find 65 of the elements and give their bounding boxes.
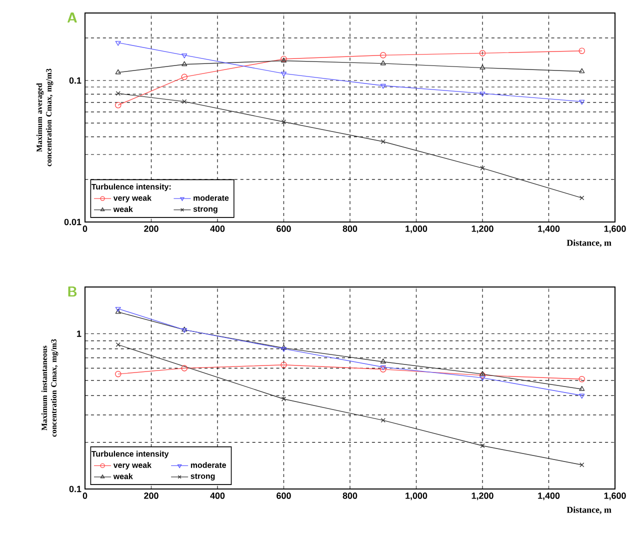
point	[579, 394, 585, 399]
point	[181, 365, 188, 372]
x-tick-label: 600	[276, 226, 291, 232]
y-tick-label: 0.01	[64, 218, 82, 226]
x-tick-label: 0	[82, 226, 88, 232]
x-tick-label: 200	[144, 492, 158, 499]
x-tick-label: 800	[342, 492, 358, 499]
point	[115, 69, 121, 74]
point	[480, 443, 485, 448]
point	[281, 396, 286, 402]
x-tick-label: 1,000	[406, 492, 428, 500]
chart-title: B	[68, 286, 77, 297]
point	[480, 64, 486, 70]
x-tick-label: 200	[144, 226, 158, 232]
point	[479, 372, 486, 378]
point	[380, 52, 386, 58]
point	[579, 386, 585, 391]
y-tick-label: 0.1	[69, 486, 82, 492]
point	[480, 370, 486, 376]
point	[480, 166, 485, 171]
point	[181, 74, 188, 80]
point	[380, 60, 386, 66]
x-tick-label: 600	[276, 492, 291, 499]
x-tick-label: 1,600	[604, 492, 626, 500]
x-tick-label: 400	[210, 492, 225, 499]
point	[280, 344, 287, 350]
chart-title: A	[68, 12, 77, 22]
point	[380, 358, 386, 364]
point	[280, 347, 287, 352]
x-tick-label: 1,600	[604, 226, 626, 234]
point	[480, 376, 486, 381]
x-tick-label: 800	[342, 226, 358, 232]
x-axis-title: Distance, m	[566, 506, 612, 514]
x-tick-label: 1,200	[472, 492, 494, 500]
point	[578, 376, 586, 382]
y-tick-label: 0.1	[69, 77, 82, 84]
point	[579, 100, 585, 105]
point	[380, 139, 386, 144]
point	[116, 91, 120, 96]
x-axis-title: Distance, m	[566, 240, 612, 248]
point	[116, 342, 120, 348]
point	[578, 48, 586, 54]
point	[114, 102, 122, 108]
x-tick-label: 1,200	[472, 226, 494, 234]
point	[280, 362, 287, 368]
point	[580, 462, 584, 468]
x-tick-label: 1,400	[538, 492, 560, 500]
point	[114, 370, 122, 378]
x-tick-label: 0	[82, 492, 88, 499]
point	[182, 53, 188, 58]
point	[380, 418, 386, 423]
point	[182, 99, 187, 104]
point	[182, 61, 188, 66]
point	[281, 120, 286, 124]
point	[480, 92, 486, 97]
point	[115, 40, 121, 46]
point	[479, 50, 486, 56]
x-tick-label: 400	[210, 226, 225, 232]
y-tick-label: 1	[77, 330, 82, 337]
point	[380, 84, 386, 89]
point	[579, 68, 585, 74]
x-tick-label: 1,000	[406, 226, 428, 234]
x-tick-label: 1,400	[538, 226, 560, 234]
point	[280, 72, 287, 77]
point	[580, 196, 584, 200]
